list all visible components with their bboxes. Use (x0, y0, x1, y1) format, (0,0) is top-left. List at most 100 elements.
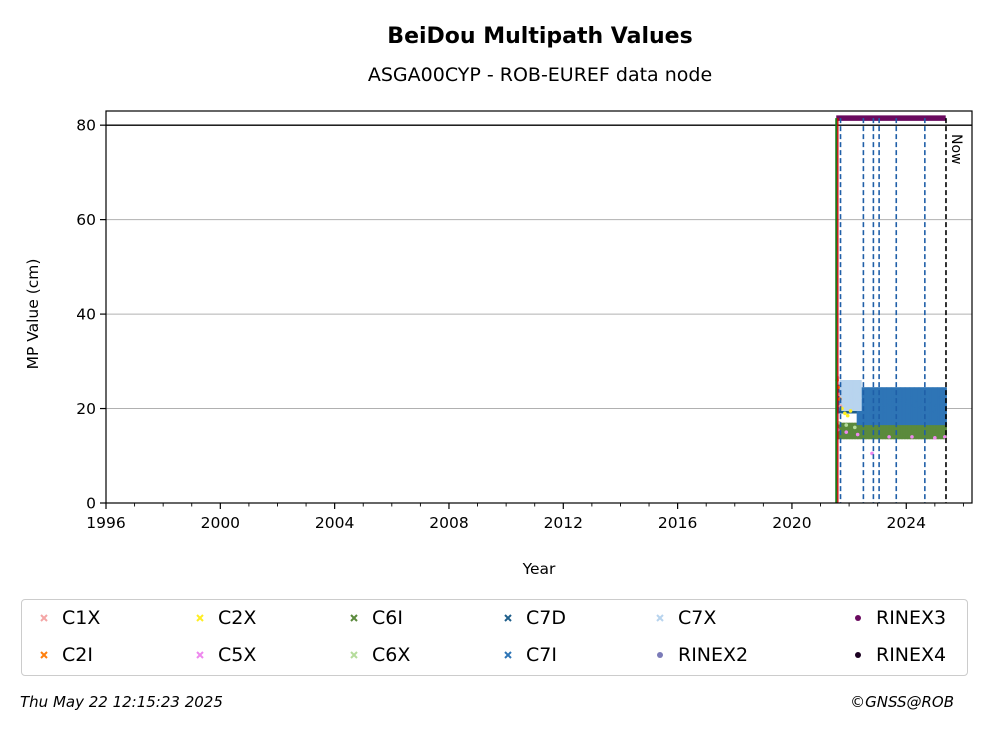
y-tick-label: 0 (86, 495, 96, 513)
x-tick-label: 2008 (429, 514, 468, 532)
mark-c7i (935, 387, 938, 426)
mark-c7i (905, 387, 908, 426)
event-lines (835, 118, 947, 503)
mark-c6i (883, 422, 886, 440)
mark-c7i (930, 387, 933, 426)
mark-c7i (943, 387, 946, 426)
mark-c6i (907, 422, 910, 440)
chart-subtitle: ASGA00CYP - ROB-EUREF data node (368, 64, 712, 86)
mark-c7i (931, 387, 935, 426)
cross-marker-icon (342, 607, 366, 629)
mark-c6i (885, 422, 888, 440)
mark-c6i (896, 422, 899, 440)
legend-label: C2X (218, 607, 257, 629)
cross-marker-icon (32, 607, 56, 629)
mark-c6i (863, 422, 866, 440)
plot-frame (105, 110, 973, 504)
mark-c7i (937, 387, 940, 426)
mark-c7i (910, 387, 913, 426)
point-c5x (943, 435, 947, 439)
legend-item-c1x: C1X (32, 607, 100, 629)
mark-c6i (916, 422, 919, 440)
mark-c6i (860, 422, 863, 440)
mark-c6i (918, 422, 921, 440)
point-c5x (910, 435, 914, 439)
legend-label: C6X (372, 644, 411, 666)
mark-c6i (841, 422, 844, 440)
gridlines (106, 124, 972, 410)
mark-c6i (857, 422, 860, 440)
x-tick-label: 2016 (658, 514, 697, 532)
mark-c6i (910, 422, 913, 440)
mark-c6i (930, 422, 933, 440)
legend-item-c5x: C5X (188, 644, 256, 666)
legend-item-c7d: C7D (496, 607, 566, 629)
mark-c6i (867, 422, 871, 440)
mark-c6i (899, 422, 902, 440)
mark-c7i (893, 387, 896, 426)
point-c5x (887, 435, 891, 439)
legend: C1X C2I C2X C5X C6I C6X C7D C7I C7X RINEX2 RINEX3 R… (21, 599, 968, 676)
mark-c7i (903, 387, 907, 426)
mark-c7i (920, 387, 923, 426)
x-tick-label: 2024 (887, 514, 926, 532)
mark-c6i (932, 422, 935, 440)
mark-c6i (927, 422, 930, 440)
point-c5x (855, 432, 860, 437)
point-c5x (933, 436, 937, 440)
cross-marker-icon (188, 607, 212, 629)
mark-c7i (873, 387, 876, 426)
mark-c7i (901, 387, 904, 426)
mark-c6i (902, 422, 905, 440)
x-tick-label: 2012 (544, 514, 583, 532)
point-c5x (844, 430, 849, 434)
mark-c7i (870, 387, 873, 426)
cross-marker-icon (32, 644, 56, 666)
footer-timestamp: Thu May 22 12:15:23 2025 (20, 693, 223, 711)
legend-label: C6I (372, 607, 403, 629)
legend-label: C7D (526, 607, 566, 629)
x-tick-label: 2004 (315, 514, 354, 532)
mark-c7i (883, 387, 886, 426)
data-bands (836, 380, 947, 440)
legend-item-rinex3: RINEX3 (846, 607, 946, 629)
legend-item-c7i: C7I (496, 644, 557, 666)
y-axis-label: MP Value (cm) (24, 259, 42, 370)
mark-c7i (912, 387, 916, 426)
mark-c6i (891, 422, 894, 440)
mark-c6i (919, 422, 922, 440)
mark-c7i (874, 387, 877, 426)
mark-c7i (938, 387, 941, 426)
mark-c6i (853, 422, 857, 440)
mark-c7i (875, 387, 879, 426)
legend-item-rinex4: RINEX4 (846, 644, 946, 666)
dot-marker-icon (648, 644, 672, 666)
cross-marker-icon (496, 644, 520, 666)
mark-c7i (915, 387, 918, 426)
x-tick-label: 2020 (772, 514, 811, 532)
legend-label: C7X (678, 607, 717, 629)
legend-label: RINEX4 (876, 644, 947, 666)
legend-item-rinex2: RINEX2 (648, 644, 748, 666)
mark-c7i (900, 387, 903, 426)
dot-marker-icon (846, 607, 870, 629)
mark-c7i (864, 387, 867, 426)
point-c6x (853, 425, 857, 430)
mark-c7i (928, 387, 931, 426)
mark-c7i (884, 387, 887, 426)
mark-c7i (898, 387, 901, 426)
mark-c6i (852, 422, 855, 440)
cross-marker-icon (342, 644, 366, 666)
legend-item-c7x: C7X (648, 607, 716, 629)
legend-label: C5X (218, 644, 257, 666)
point-c2x (845, 413, 850, 418)
mark-c7i (908, 387, 912, 426)
mark-c6i (888, 422, 891, 440)
mark-c7i (889, 387, 893, 426)
mark-c6i (922, 422, 925, 440)
mark-c6i (897, 422, 900, 440)
mark-c7i (906, 387, 909, 426)
cross-marker-icon (648, 607, 672, 629)
x-axis-label: Year (522, 560, 556, 578)
mark-c6i (938, 422, 941, 440)
